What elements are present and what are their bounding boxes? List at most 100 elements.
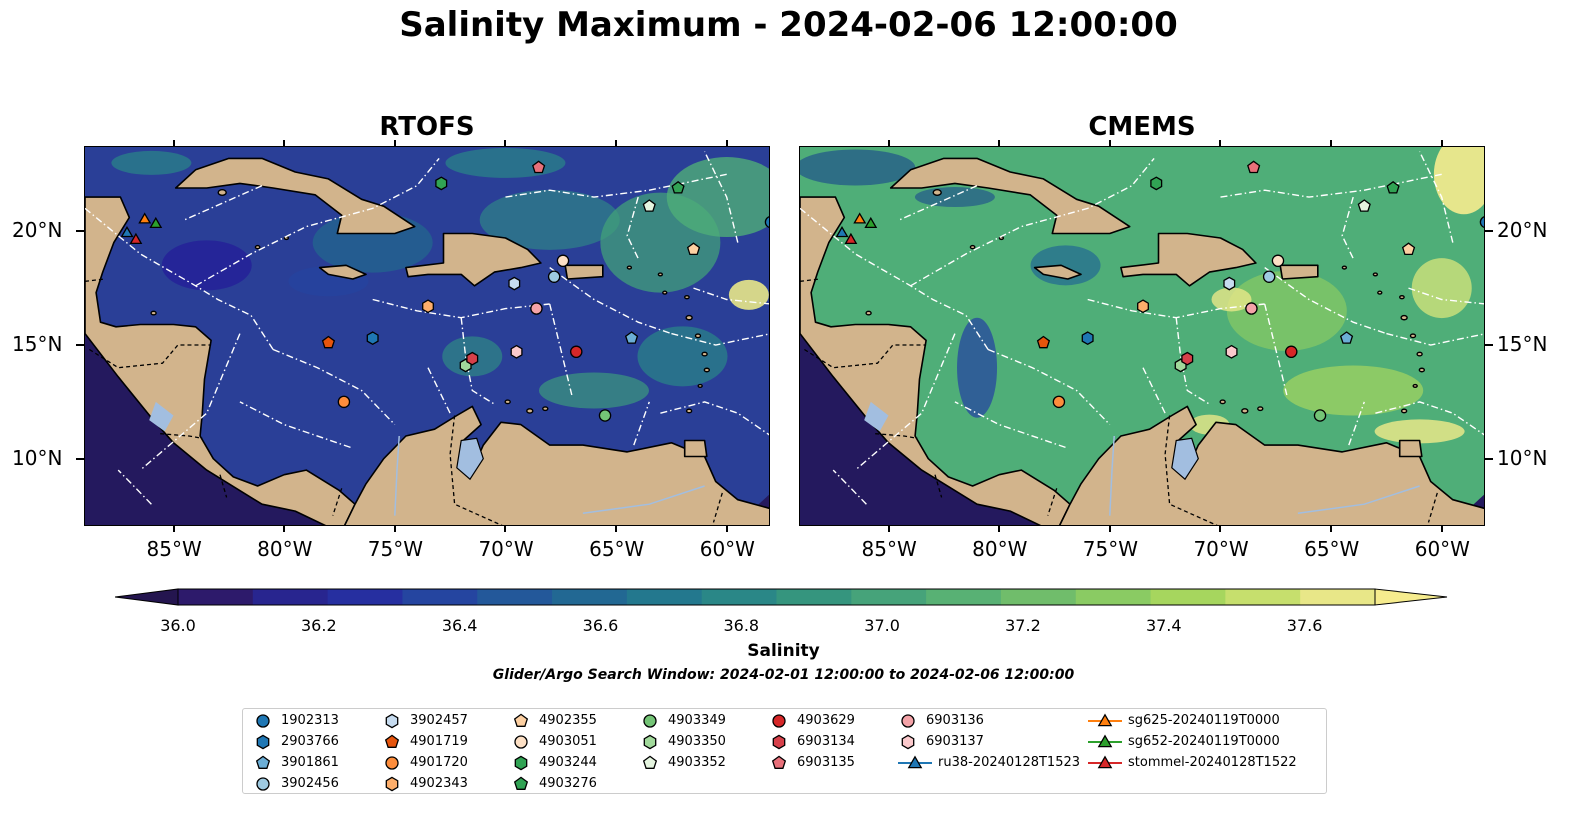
island-3	[1418, 367, 1426, 373]
obs-marker-4903629[interactable]	[1285, 345, 1298, 359]
obs-marker-4903349[interactable]	[1313, 409, 1327, 422]
colorbar-tick-label: 37.0	[864, 616, 900, 635]
island-7	[1372, 272, 1379, 277]
salinity-feature-3	[1283, 365, 1424, 416]
legend-label: 4903051	[539, 734, 597, 749]
legend-marker-icon	[642, 755, 658, 769]
colorbar-bin	[926, 589, 1002, 605]
obs-marker-2903766[interactable]	[366, 331, 379, 346]
obs-marker-4903352[interactable]	[642, 199, 656, 212]
country-border-1	[804, 344, 927, 369]
obs-marker-4901719[interactable]	[321, 335, 336, 349]
legend-marker-icon	[514, 735, 528, 749]
obs-marker-4903629[interactable]	[570, 345, 583, 359]
eez-boundary-0	[85, 207, 274, 350]
x-tick-mark	[725, 140, 728, 146]
colorbar-extend-low	[115, 588, 179, 606]
legend-label: 4901720	[410, 755, 468, 770]
x-tick-mark	[504, 526, 507, 532]
colorbar-tick-label: 36.2	[301, 616, 337, 635]
x-tick-mark	[887, 526, 890, 532]
obs-marker-4903276[interactable]	[1386, 180, 1400, 194]
legend-marker-icon	[643, 714, 657, 728]
eez-boundary-14	[239, 401, 351, 449]
obs-marker-6903135[interactable]	[532, 160, 546, 174]
puerto-rico	[1279, 264, 1319, 280]
eez-boundary-18	[1142, 367, 1166, 414]
obs-marker-ru38-20240128T1523[interactable]	[835, 226, 849, 238]
obs-marker-sg625-20240119T0000[interactable]	[853, 212, 867, 224]
obs-marker-4903349[interactable]	[598, 409, 612, 422]
obs-marker-4901719[interactable]	[1036, 335, 1051, 349]
obs-marker-4903244[interactable]	[435, 176, 448, 191]
pacific-ocean	[800, 333, 1040, 525]
obs-marker-1902313[interactable]	[1479, 216, 1485, 229]
y-tick-mark	[1485, 457, 1493, 460]
obs-marker-sg652-20240119T0000[interactable]	[864, 216, 878, 229]
salinity-feature-1	[1411, 258, 1472, 319]
observation-markers	[120, 160, 770, 422]
eez-boundary-11	[1408, 287, 1484, 305]
map-panel-cmems[interactable]	[799, 146, 1485, 526]
obs-marker-6903136[interactable]	[530, 302, 543, 315]
obs-marker-3901861[interactable]	[624, 331, 639, 344]
obs-marker-6903137[interactable]	[510, 344, 523, 359]
island-10	[1241, 408, 1249, 414]
island-2	[701, 351, 708, 357]
obs-marker-4902355[interactable]	[1401, 242, 1416, 256]
obs-marker-3902456[interactable]	[547, 270, 561, 283]
legend-marker-icon	[256, 777, 270, 791]
island-4	[697, 383, 703, 389]
obs-marker-stommel-20240128T1522[interactable]	[844, 232, 858, 245]
x-tick-mark	[393, 140, 396, 146]
obs-marker-2903766[interactable]	[1081, 331, 1094, 346]
obs-marker-sg625-20240119T0000[interactable]	[138, 212, 152, 224]
obs-marker-6903137[interactable]	[1225, 344, 1238, 359]
obs-marker-1902313[interactable]	[764, 216, 770, 229]
obs-marker-3902457[interactable]	[508, 276, 521, 291]
orinoco-river	[1297, 485, 1420, 515]
salinity-feature-8	[914, 187, 995, 208]
obs-marker-4901720[interactable]	[1052, 395, 1066, 409]
obs-marker-4901720[interactable]	[337, 395, 351, 409]
obs-marker-4902343[interactable]	[422, 299, 434, 314]
obs-marker-6903134[interactable]	[466, 351, 479, 366]
colorbar-tick-label: 36.8	[723, 616, 760, 635]
obs-marker-3902457[interactable]	[1223, 276, 1236, 291]
obs-marker-6903136[interactable]	[1245, 302, 1258, 315]
obs-marker-4902343[interactable]	[1137, 299, 1149, 314]
x-tick-mark	[1330, 526, 1333, 532]
obs-marker-4903276[interactable]	[671, 180, 685, 194]
obs-marker-4903051[interactable]	[1271, 254, 1285, 268]
x-tick-label-rtofs: 70°W	[478, 537, 534, 561]
country-border-6	[1427, 492, 1438, 523]
country-border-5	[1164, 415, 1218, 525]
obs-marker-4903244[interactable]	[1150, 176, 1163, 191]
obs-marker-stommel-20240128T1522[interactable]	[129, 232, 143, 245]
obs-marker-4902355[interactable]	[686, 242, 701, 256]
map-panel-rtofs[interactable]	[84, 146, 770, 526]
obs-marker-ru38-20240128T1523[interactable]	[120, 226, 134, 238]
legend: 1902313 2903766 3901861 3902456 3902457 49017…	[242, 708, 1327, 794]
obs-marker-4903352[interactable]	[1357, 199, 1371, 212]
island-5	[1400, 408, 1408, 414]
country-border-2	[875, 433, 918, 439]
island-8	[662, 290, 668, 295]
obs-marker-6903135[interactable]	[1247, 160, 1261, 174]
legend-marker-icon	[255, 755, 271, 769]
salinity-feature-4	[1374, 419, 1465, 444]
obs-marker-4903051[interactable]	[556, 254, 570, 268]
x-tick-label-cmems: 60°W	[1414, 537, 1470, 561]
legend-marker-icon	[384, 734, 400, 748]
obs-marker-3901861[interactable]	[1339, 331, 1354, 344]
colorbar-bin	[776, 589, 852, 605]
puerto-rico	[564, 264, 604, 280]
colorbar-extend-high	[1374, 588, 1448, 606]
y-tick-mark	[76, 343, 84, 346]
obs-marker-3902456[interactable]	[1262, 270, 1276, 283]
x-tick-label-rtofs: 60°W	[699, 537, 755, 561]
colorbar-tick-label: 37.6	[1286, 616, 1323, 635]
figure-title: Salinity Maximum - 2024-02-06 12:00:00	[399, 5, 1178, 45]
obs-marker-sg652-20240119T0000[interactable]	[149, 216, 163, 229]
obs-marker-6903134[interactable]	[1181, 351, 1194, 366]
